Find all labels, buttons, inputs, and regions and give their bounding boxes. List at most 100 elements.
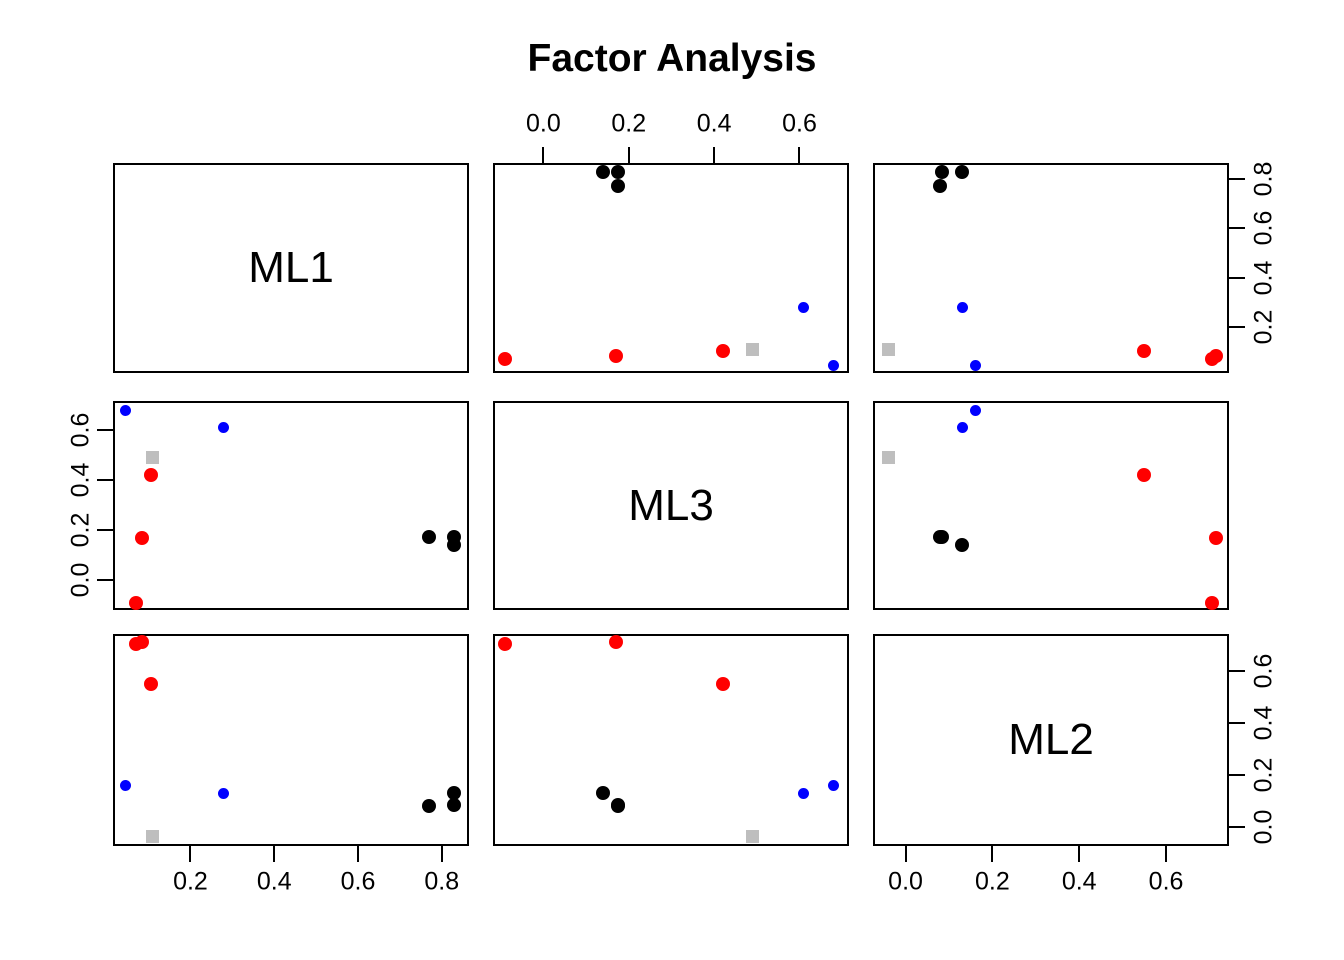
axis-tick — [1229, 670, 1245, 673]
axis-tick — [357, 846, 359, 862]
scatter-panel-ML1-vs-ML3 — [493, 163, 849, 373]
data-point-factor_ML1_group — [422, 529, 437, 544]
data-point-factor_ML1_group — [955, 164, 969, 179]
axis-tick-label: 0.8 — [424, 867, 460, 896]
scatter-panel-ML1-vs-ML2 — [873, 163, 1229, 373]
scatter-panel-ML3-vs-ML2 — [873, 401, 1229, 610]
data-point-unassigned_group — [146, 830, 160, 844]
data-point-unassigned_group — [881, 451, 895, 465]
data-point-factor_ML2_group — [608, 634, 623, 649]
axis-tick-label: 0.6 — [340, 867, 376, 896]
data-point-factor_ML2_group — [497, 637, 512, 652]
axis-tick-label: 0.6 — [1249, 211, 1278, 246]
axis-tick-label: 0.4 — [66, 462, 95, 498]
data-point-factor_ML1_group — [596, 164, 611, 179]
axis-tick-label: 0.4 — [256, 867, 292, 896]
data-point-factor_ML3_group — [956, 422, 968, 434]
data-point-factor_ML2_group — [497, 352, 512, 367]
data-point-factor_ML2_group — [1204, 595, 1219, 610]
data-point-factor_ML1_group — [447, 797, 462, 812]
data-point-factor_ML1_group — [422, 798, 437, 813]
data-point-factor_ML3_group — [120, 404, 132, 416]
axis-tick-label: 0.0 — [1249, 809, 1278, 844]
axis-tick — [273, 846, 276, 862]
data-point-factor_ML1_group — [955, 538, 969, 553]
axis-tick — [440, 846, 443, 862]
data-point-factor_ML2_group — [715, 343, 730, 358]
data-point-factor_ML3_group — [828, 360, 840, 372]
chart-title: Factor Analysis — [527, 37, 817, 80]
data-point-factor_ML2_group — [135, 634, 150, 649]
data-point-factor_ML3_group — [828, 779, 840, 791]
axis-tick — [1229, 773, 1245, 776]
diagonal-panel-ML2 — [873, 634, 1229, 846]
data-point-factor_ML2_group — [143, 468, 158, 483]
data-point-factor_ML2_group — [715, 677, 730, 692]
axis-tick — [1229, 722, 1245, 725]
data-point-factor_ML3_group — [218, 422, 230, 434]
axis-tick — [1229, 276, 1245, 279]
diagonal-panel-ML3 — [493, 401, 849, 610]
axis-tick-label: 0.2 — [1249, 309, 1278, 345]
scatter-panel-ML3-vs-ML1 — [113, 401, 469, 610]
axis-tick — [1229, 178, 1245, 181]
axis-tick — [904, 846, 907, 862]
axis-tick-label: 0.6 — [782, 109, 817, 138]
data-point-factor_ML2_group — [135, 530, 150, 545]
axis-tick-label: 0.4 — [1249, 260, 1278, 296]
axis-tick — [97, 429, 113, 432]
axis-tick — [1229, 326, 1245, 329]
axis-tick — [627, 147, 630, 163]
axis-tick — [1078, 846, 1081, 862]
data-point-factor_ML3_group — [798, 787, 810, 799]
data-point-factor_ML3_group — [120, 779, 132, 791]
factor-label-ML3: ML3 — [628, 480, 714, 530]
axis-tick-label: 0.4 — [696, 109, 732, 138]
factor-label-ML2: ML2 — [1008, 715, 1094, 764]
data-point-factor_ML1_group — [447, 786, 462, 800]
data-point-factor_ML3_group — [218, 787, 230, 799]
data-point-factor_ML1_group — [933, 529, 948, 544]
data-point-factor_ML2_group — [129, 595, 144, 610]
axis-tick — [1229, 227, 1245, 230]
axis-tick-label: 0.6 — [66, 412, 95, 448]
axis-tick — [97, 479, 113, 482]
axis-tick-label: 0.4 — [1061, 867, 1097, 896]
axis-tick — [189, 846, 192, 862]
axis-tick-label: 0.8 — [1249, 161, 1278, 197]
data-point-factor_ML1_group — [935, 164, 950, 179]
axis-tick-label: 0.0 — [66, 563, 95, 598]
factor-label-ML1: ML1 — [248, 243, 334, 292]
axis-tick-label: 0.2 — [1249, 757, 1278, 793]
data-point-factor_ML3_group — [969, 360, 981, 372]
axis-tick-label: 0.0 — [525, 109, 561, 138]
data-point-unassigned_group — [746, 343, 760, 357]
data-point-factor_ML3_group — [956, 302, 968, 314]
axis-tick — [713, 147, 716, 163]
data-point-unassigned_group — [746, 830, 760, 844]
axis-tick-label: 0.6 — [1249, 654, 1278, 689]
axis-tick — [798, 147, 801, 163]
data-point-factor_ML2_group — [608, 348, 623, 363]
scatter-panel-ML2-vs-ML1 — [113, 634, 469, 846]
axis-tick-label: 0.2 — [611, 109, 647, 138]
data-point-factor_ML2_group — [1208, 530, 1223, 545]
data-point-factor_ML2_group — [1137, 343, 1152, 358]
axis-tick-label: 0.2 — [974, 867, 1010, 896]
data-point-factor_ML3_group — [969, 404, 981, 416]
data-point-factor_ML1_group — [447, 529, 462, 544]
axis-tick-label: 0.6 — [1148, 867, 1184, 896]
data-point-factor_ML1_group — [933, 179, 948, 194]
data-point-factor_ML1_group — [611, 179, 626, 194]
axis-tick — [1229, 825, 1245, 828]
axis-tick-label: 0.4 — [1249, 705, 1278, 741]
data-point-factor_ML3_group — [798, 302, 810, 314]
axis-tick-label: 0.0 — [888, 867, 923, 896]
axis-tick — [542, 147, 545, 163]
axis-tick — [97, 579, 113, 582]
data-point-unassigned_group — [881, 343, 895, 357]
axis-tick-label: 0.2 — [66, 512, 95, 548]
diagonal-panel-ML1 — [113, 163, 469, 373]
data-point-unassigned_group — [146, 451, 160, 465]
